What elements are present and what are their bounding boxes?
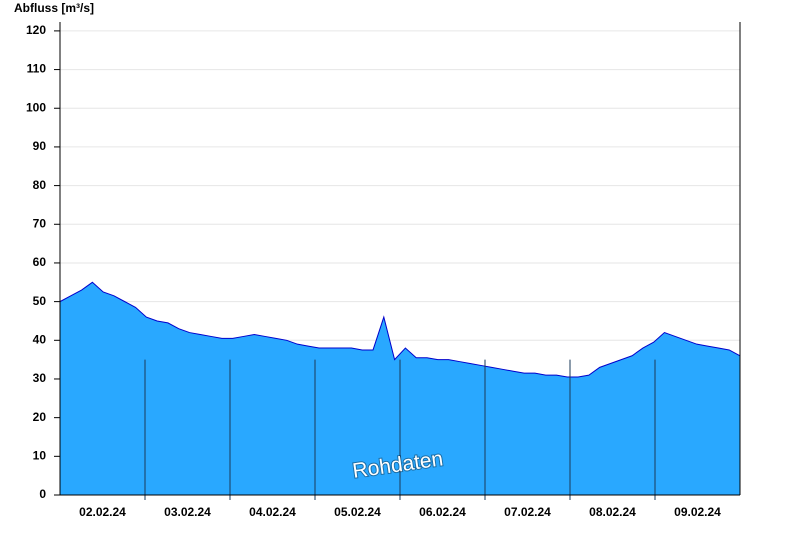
y-tick-label: 20 [33,410,47,424]
y-tick-label: 70 [33,216,47,230]
y-tick-label: 100 [26,100,46,114]
x-tick-label: 05.02.24 [334,505,381,519]
y-tick-label: 110 [27,62,47,76]
x-tick-label: 08.02.24 [589,505,636,519]
x-tick-label: 02.02.24 [79,505,126,519]
y-tick-label: 30 [33,371,47,385]
x-tick-label: 07.02.24 [504,505,551,519]
y-tick-label: 50 [33,294,47,308]
y-tick-label: 120 [26,23,46,37]
y-tick-label: 10 [33,448,47,462]
x-tick-label: 06.02.24 [419,505,466,519]
y-tick-label: 60 [33,255,47,269]
x-tick-label: 09.02.24 [674,505,721,519]
line [59,281,741,378]
y-tick-label: 80 [33,178,47,192]
y-tick-label: 40 [33,332,47,346]
x-tick-label: 03.02.24 [164,505,211,519]
y-axis-label: Abfluss [m³/s] [14,1,94,15]
y-tick-label: 0 [39,487,46,501]
x-tick-label: 04.02.24 [249,505,296,519]
y-tick-label: 90 [33,139,47,153]
